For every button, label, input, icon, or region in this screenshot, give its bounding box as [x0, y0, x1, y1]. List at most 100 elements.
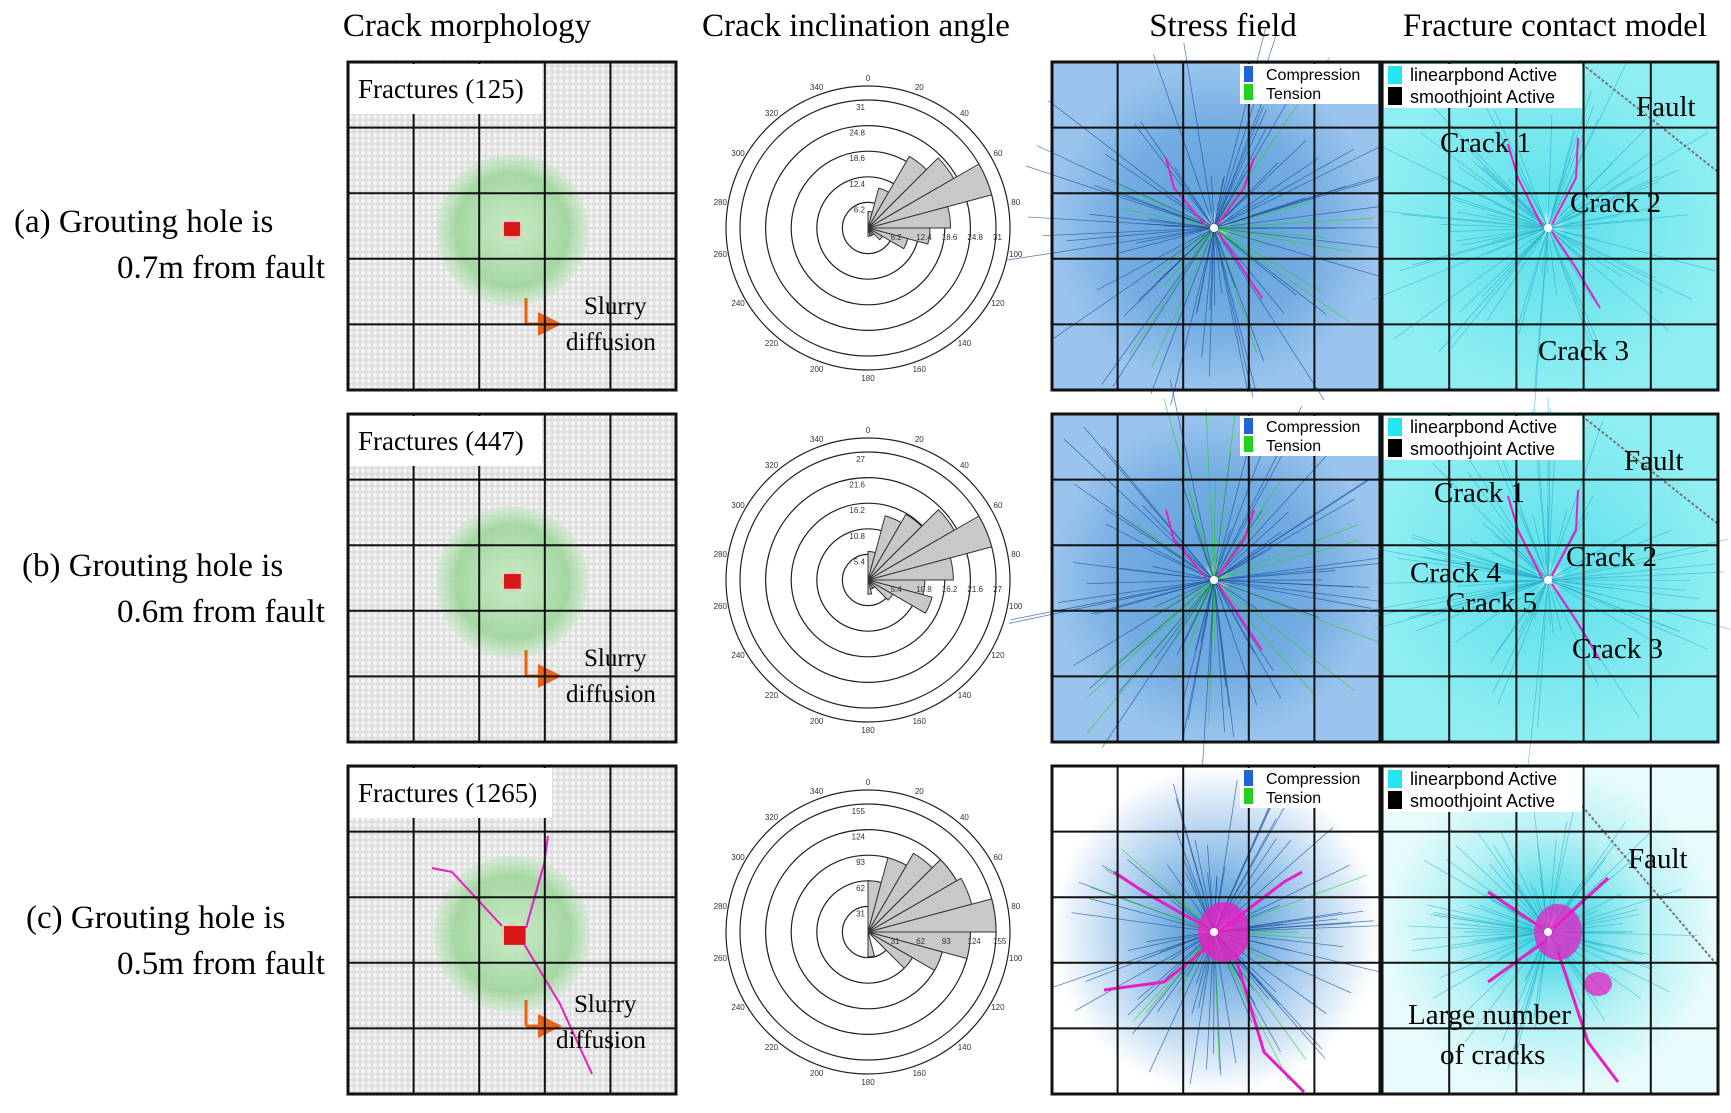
rose-petal — [867, 579, 894, 601]
force-chain — [1134, 124, 1215, 229]
contact-annotation-label: Fault — [1624, 445, 1684, 477]
rose-petal — [867, 515, 993, 581]
rose-angle-label: 40 — [960, 813, 969, 822]
force-chain — [1213, 579, 1356, 692]
grouting-hole — [1210, 576, 1218, 584]
stress-field-panel-c: Compression Tension — [1050, 764, 1382, 1096]
force-chain — [1053, 931, 1215, 988]
grouting-hole — [1544, 928, 1552, 936]
force-chain — [1073, 579, 1215, 667]
linearpbond-swatch — [1388, 66, 1402, 84]
linearpbond-swatch — [1388, 418, 1402, 436]
rose-ring-label-horizontal: 93 — [942, 937, 951, 946]
contact-bond — [1396, 557, 1549, 581]
contact-annotation-label: Large number — [1408, 999, 1571, 1031]
row-label-a-line2: 0.7m from fault — [116, 250, 325, 286]
contact-annotation-label: Crack 5 — [1446, 587, 1537, 619]
contact-bond — [1547, 579, 1681, 633]
rose-angle-label: 260 — [714, 602, 728, 611]
stress-legend-box — [1240, 64, 1378, 104]
rose-angle-label: 220 — [765, 339, 779, 348]
contact-bond — [1547, 101, 1673, 229]
rose-angle-label: 140 — [958, 691, 972, 700]
crack-path — [1217, 509, 1255, 577]
force-chain — [1100, 579, 1215, 677]
force-chain — [1113, 184, 1215, 229]
rose-angle-label: 80 — [1011, 198, 1020, 207]
col-header-fracture-contact-model: Fracture contact model — [1402, 8, 1708, 44]
force-chain — [1124, 208, 1215, 229]
compression-swatch — [1244, 66, 1253, 82]
contact-annotation-label: Crack 1 — [1434, 477, 1525, 509]
contact-bond — [1440, 224, 1549, 229]
contact-bond — [1443, 557, 1549, 581]
crack-path — [1556, 951, 1620, 1083]
force-chain — [1213, 109, 1267, 229]
grouting-hole — [1210, 224, 1218, 232]
force-chain — [1103, 446, 1215, 581]
contact-bond — [1547, 150, 1653, 229]
contact-bond — [1418, 91, 1549, 229]
contact-bond — [1547, 227, 1693, 300]
contact-bond — [1547, 579, 1708, 650]
contact-bond — [1547, 579, 1551, 626]
fractures-count-label: Fractures (1265) — [358, 778, 537, 808]
contact-bond — [1547, 539, 1728, 581]
force-chain — [1213, 498, 1355, 581]
crack-morphology-panel-a: Fractures (125) Slurry diffusion — [346, 60, 678, 392]
rose-petal — [867, 206, 952, 229]
contact-bond — [1458, 931, 1549, 962]
rose-petal — [867, 579, 933, 614]
rose-petal — [867, 579, 873, 595]
smoothjoint-swatch — [1388, 791, 1402, 809]
force-chain — [1205, 408, 1215, 581]
smoothjoint-swatch — [1388, 87, 1402, 105]
contact-bond — [1547, 579, 1701, 600]
force-chain — [1008, 579, 1215, 624]
tension-swatch — [1244, 84, 1253, 100]
force-chain — [1201, 227, 1215, 358]
force-chain — [1188, 491, 1215, 581]
crack-path — [1103, 940, 1215, 992]
contact-bond — [1412, 931, 1549, 940]
compression-swatch — [1244, 770, 1253, 786]
force-chain — [1128, 227, 1215, 356]
grouting-hole — [1544, 576, 1552, 584]
force-chain — [1213, 579, 1410, 654]
contact-bond — [1453, 196, 1549, 229]
contact-bond — [1417, 545, 1549, 581]
tension-legend-label: Tension — [1266, 790, 1321, 807]
rose-angle-label: 160 — [913, 365, 927, 374]
force-chain — [1213, 579, 1274, 672]
rose-diagram-panel-c: 31 31 62 62 93 93 124 124 155 155 0 20 40 60 80 100 120 1… — [678, 766, 1050, 1094]
contact-frame — [1380, 412, 1720, 744]
force-chain — [1213, 414, 1236, 581]
contact-bond — [1374, 579, 1549, 630]
contact-bond — [1493, 436, 1549, 581]
rose-angle-label: 20 — [915, 787, 924, 796]
force-chain — [1163, 225, 1215, 229]
force-chain — [1112, 227, 1215, 387]
rose-ring-label-horizontal: 31 — [891, 937, 900, 946]
force-chain — [1195, 227, 1215, 314]
crack-path — [523, 943, 593, 1075]
force-chain — [1066, 227, 1215, 242]
grouting-hole — [504, 222, 520, 236]
rose-petal — [867, 931, 914, 969]
rose-petal — [867, 163, 993, 229]
contact-bond — [1433, 912, 1549, 933]
contact-annotation-label: Fault — [1636, 91, 1696, 123]
force-chain — [1213, 523, 1360, 581]
rose-ring-label-vertical: 21.6 — [849, 481, 865, 490]
force-chain — [1180, 477, 1215, 581]
rose-angle-label: 40 — [960, 109, 969, 118]
force-chain — [1043, 227, 1215, 236]
rose-angle-label: 320 — [765, 461, 779, 470]
force-chain — [1213, 579, 1216, 656]
rose-ring-label-vertical: 31 — [856, 103, 865, 112]
force-chain — [1213, 135, 1403, 229]
rose-angle-label: 160 — [913, 717, 927, 726]
contact-bond — [1541, 227, 1549, 274]
rose-ring-label-vertical: 62 — [856, 884, 865, 893]
